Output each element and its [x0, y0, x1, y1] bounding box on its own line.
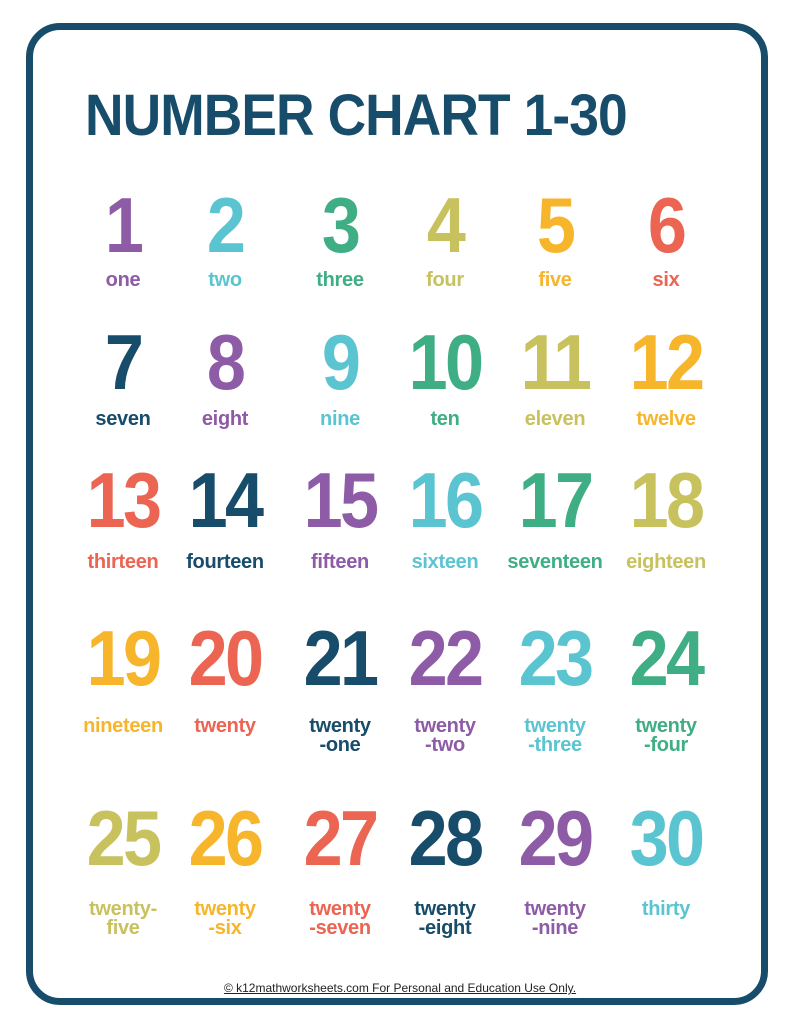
- number-word: three: [316, 269, 364, 291]
- number-word: twelve: [636, 408, 696, 430]
- number-cell-12: 12 twelve: [606, 318, 726, 429]
- number-cell-5: 5 five: [495, 181, 615, 290]
- numeral: 8: [206, 318, 246, 406]
- number-word: nineteen: [83, 715, 163, 737]
- number-cell-11: 11 eleven: [495, 318, 615, 429]
- numeral: 11: [520, 318, 593, 406]
- number-cell-15: 15 fifteen: [280, 456, 400, 572]
- number-word: twenty -six: [194, 898, 256, 939]
- numeral: 29: [518, 794, 594, 882]
- numeral: 10: [408, 318, 484, 406]
- numeral: 2: [206, 181, 246, 269]
- number-cell-19: 19 nineteen: [63, 614, 183, 736]
- number-word: twenty -eight: [414, 898, 476, 939]
- number-cell-17: 17 seventeen: [495, 456, 615, 572]
- numeral: 13: [86, 456, 162, 544]
- number-word: thirty: [641, 898, 691, 920]
- numeral: 7: [104, 318, 144, 406]
- number-cell-13: 13 thirteen: [63, 456, 183, 572]
- numeral: 27: [303, 794, 379, 882]
- number-cell-2: 2 two: [165, 181, 285, 290]
- numeral: 19: [86, 614, 162, 702]
- page-border: [26, 23, 768, 1005]
- numeral: 22: [408, 614, 484, 702]
- page-title: NUMBER CHART 1-30: [85, 83, 628, 148]
- numeral: 12: [629, 318, 705, 406]
- number-word: twenty -seven: [309, 898, 371, 939]
- number-word: fifteen: [311, 551, 369, 573]
- number-cell-20: 20 twenty: [165, 614, 285, 736]
- numeral: 26: [188, 794, 264, 882]
- number-word: two: [208, 269, 242, 291]
- number-cell-26: 26 twenty -six: [165, 794, 285, 938]
- number-cell-23: 23 twenty -three: [495, 614, 615, 755]
- numeral: 15: [303, 456, 379, 544]
- numeral: 25: [86, 794, 162, 882]
- numeral: 17: [518, 456, 594, 544]
- number-word: four: [426, 269, 464, 291]
- numeral: 5: [536, 181, 576, 269]
- number-cell-18: 18 eighteen: [606, 456, 726, 572]
- number-word: twenty: [194, 715, 256, 737]
- number-cell-6: 6 six: [606, 181, 726, 290]
- number-cell-29: 29 twenty -nine: [495, 794, 615, 938]
- number-cell-1: 1 one: [63, 181, 183, 290]
- numeral: 14: [188, 456, 264, 544]
- copyright-footer: © k12mathworksheets.com For Personal and…: [223, 981, 577, 995]
- number-word: six: [652, 269, 680, 291]
- numeral: 4: [426, 181, 466, 269]
- number-word: twenty -three: [524, 715, 586, 756]
- number-cell-24: 24 twenty -four: [606, 614, 726, 755]
- number-cell-25: 25 twenty- five: [63, 794, 183, 938]
- numeral: 30: [629, 794, 705, 882]
- number-word: thirteen: [87, 551, 159, 573]
- numeral: 3: [321, 181, 361, 269]
- numeral: 20: [188, 614, 264, 702]
- number-word: twenty -two: [414, 715, 476, 756]
- numeral: 9: [321, 318, 361, 406]
- number-cell-30: 30 thirty: [606, 794, 726, 919]
- number-word: nine: [320, 408, 360, 430]
- number-word: ten: [430, 408, 460, 430]
- number-cell-21: 21 twenty -one: [280, 614, 400, 755]
- number-cell-27: 27 twenty -seven: [280, 794, 400, 938]
- number-cell-4: 4 four: [385, 181, 505, 290]
- number-cell-9: 9 nine: [280, 318, 400, 429]
- numeral: 24: [629, 614, 705, 702]
- number-word: fourteen: [186, 551, 264, 573]
- number-word: twenty- five: [89, 898, 157, 939]
- numeral: 23: [518, 614, 594, 702]
- number-word: sixteen: [411, 551, 479, 573]
- number-cell-14: 14 fourteen: [165, 456, 285, 572]
- number-cell-28: 28 twenty -eight: [385, 794, 505, 938]
- number-cell-22: 22 twenty -two: [385, 614, 505, 755]
- numeral: 21: [303, 614, 379, 702]
- number-word: seventeen: [507, 551, 603, 573]
- number-cell-10: 10 ten: [385, 318, 505, 429]
- number-word: eight: [201, 408, 249, 430]
- number-cell-8: 8 eight: [165, 318, 285, 429]
- numeral: 18: [629, 456, 705, 544]
- number-word: twenty -one: [309, 715, 371, 756]
- number-word: eleven: [524, 408, 586, 430]
- number-word: twenty -four: [635, 715, 697, 756]
- number-word: five: [538, 269, 572, 291]
- number-word: one: [105, 269, 141, 291]
- number-word: twenty -nine: [524, 898, 586, 939]
- numeral: 16: [408, 456, 484, 544]
- number-cell-3: 3 three: [280, 181, 400, 290]
- numeral: 1: [104, 181, 144, 269]
- number-cell-16: 16 sixteen: [385, 456, 505, 572]
- numeral: 28: [408, 794, 484, 882]
- number-word: seven: [95, 408, 151, 430]
- number-cell-7: 7 seven: [63, 318, 183, 429]
- numeral: 6: [647, 181, 687, 269]
- number-word: eighteen: [626, 551, 706, 573]
